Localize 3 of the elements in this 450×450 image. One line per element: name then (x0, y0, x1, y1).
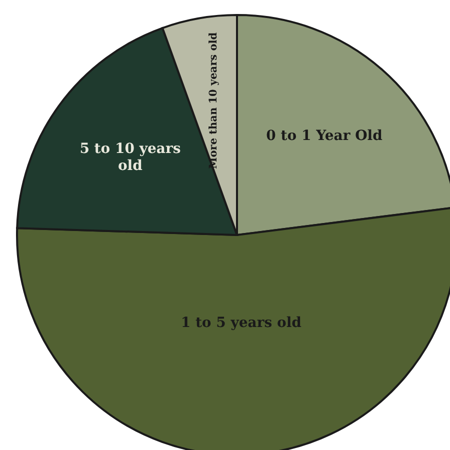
slice-label: 0 to 1 Year Old (266, 128, 383, 144)
slice-label: 5 to 10 years old (80, 140, 181, 174)
slice-label: 1 to 5 years old (180, 314, 302, 331)
